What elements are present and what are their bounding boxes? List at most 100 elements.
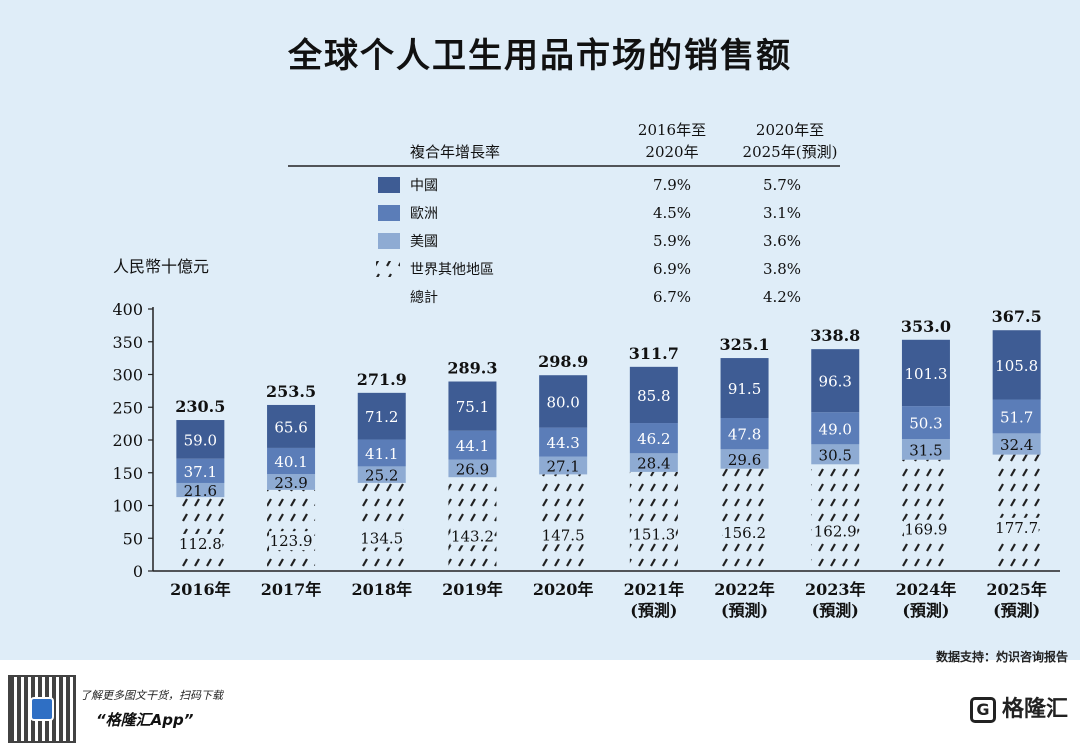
bar-segment-europe bbox=[992, 399, 1041, 434]
value-label-bg bbox=[541, 525, 586, 545]
bar-segment-china bbox=[267, 404, 316, 448]
bar-segment-china bbox=[448, 381, 497, 431]
bar-segment-china bbox=[539, 375, 588, 428]
bar-total-label: 271.9 bbox=[357, 370, 407, 389]
value-label-rest: 147.5 bbox=[542, 526, 585, 544]
cagr-col1-header: 2016年至 bbox=[638, 121, 706, 139]
value-label-usa: 29.6 bbox=[728, 451, 761, 469]
value-label-europe: 44.1 bbox=[456, 437, 489, 455]
x-tick-label: 2021年 bbox=[624, 580, 685, 599]
x-tick-label: (預測) bbox=[812, 601, 859, 620]
bar-segment-china bbox=[720, 358, 769, 418]
bar-segment-rest bbox=[448, 477, 497, 571]
value-label-china: 101.3 bbox=[904, 365, 947, 383]
cagr-value-2016-2020: 6.7% bbox=[653, 288, 691, 306]
bar-segment-europe bbox=[720, 417, 769, 450]
bar-total-label: 353.0 bbox=[901, 317, 951, 336]
x-tick-label: 2023年 bbox=[805, 580, 866, 599]
value-label-usa: 26.9 bbox=[456, 460, 489, 478]
bar-total-label: 230.5 bbox=[175, 397, 225, 416]
data-source-note: 数据支持：灼识咨询报告 bbox=[935, 650, 1068, 664]
value-label-bg bbox=[994, 517, 1039, 537]
value-label-rest: 143.2 bbox=[451, 527, 494, 545]
bar-total-label: 325.1 bbox=[719, 335, 769, 354]
bar-segment-rest bbox=[357, 482, 406, 571]
cagr-col1-header: 2020年 bbox=[645, 143, 698, 161]
cagr-value-2016-2020: 5.9% bbox=[653, 232, 691, 250]
y-tick-label: 400 bbox=[112, 300, 143, 319]
bar-segment-rest bbox=[629, 471, 678, 571]
value-label-usa: 28.4 bbox=[637, 455, 670, 473]
cagr-value-2020-2025: 3.1% bbox=[763, 204, 801, 222]
bar-segment-usa bbox=[629, 453, 678, 472]
cagr-value-2016-2020: 4.5% bbox=[653, 204, 691, 222]
qr-logo-icon bbox=[30, 697, 54, 721]
y-tick-label: 200 bbox=[112, 431, 143, 450]
bar-total-label: 311.7 bbox=[629, 344, 679, 363]
x-tick-label: (預測) bbox=[902, 601, 949, 620]
cagr-value-2020-2025: 3.8% bbox=[763, 260, 801, 278]
bar-segment-usa bbox=[901, 439, 950, 460]
value-label-europe: 51.7 bbox=[1000, 408, 1033, 426]
bar-segment-usa bbox=[448, 459, 497, 478]
cagr-value-2016-2020: 6.9% bbox=[653, 260, 691, 278]
bar-segment-china bbox=[901, 339, 950, 407]
x-tick-label: 2022年 bbox=[714, 580, 775, 599]
value-label-rest: 134.5 bbox=[360, 530, 403, 548]
value-label-china: 65.6 bbox=[274, 418, 307, 436]
legend-label: 世界其他地區 bbox=[410, 262, 494, 278]
bar-segment-usa bbox=[357, 466, 406, 483]
x-tick-label: 2025年 bbox=[986, 580, 1047, 599]
bar-segment-rest bbox=[992, 454, 1041, 571]
brand-logo: G 格隆汇 bbox=[969, 691, 1068, 723]
bar-segment-rest bbox=[720, 468, 769, 571]
brand-logo-icon: G bbox=[969, 697, 996, 723]
legend-label: 總計 bbox=[410, 289, 438, 306]
bar-segment-china bbox=[629, 366, 678, 424]
x-tick-label: (預測) bbox=[721, 601, 768, 620]
bar-total-label: 367.5 bbox=[992, 307, 1042, 326]
value-label-china: 91.5 bbox=[728, 380, 761, 398]
value-label-china: 80.0 bbox=[546, 393, 579, 411]
bar-total-label: 253.5 bbox=[266, 382, 316, 401]
value-label-usa: 32.4 bbox=[1000, 436, 1033, 454]
bar-segment-europe bbox=[539, 427, 588, 457]
value-label-europe: 40.1 bbox=[274, 453, 307, 471]
legend-swatch-usa bbox=[378, 233, 400, 249]
bar-segment-europe bbox=[267, 447, 316, 475]
value-label-china: 85.8 bbox=[637, 387, 670, 405]
y-tick-label: 250 bbox=[112, 398, 143, 417]
y-tick-label: 350 bbox=[112, 333, 143, 352]
value-label-rest: 123.9 bbox=[270, 532, 313, 550]
bar-segment-usa bbox=[176, 482, 225, 498]
cagr-col2-header: 2020年至 bbox=[756, 121, 824, 139]
bar-segment-rest bbox=[811, 464, 860, 571]
y-tick-label: 0 bbox=[133, 562, 143, 581]
x-tick-label: 2019年 bbox=[442, 580, 503, 599]
value-label-bg bbox=[450, 526, 495, 546]
x-tick-label: 2018年 bbox=[351, 580, 412, 599]
value-label-europe: 47.8 bbox=[728, 426, 761, 444]
footer-app-name: “格隆汇App” bbox=[96, 711, 194, 729]
y-tick-label: 300 bbox=[112, 366, 143, 385]
bar-segment-europe bbox=[811, 412, 860, 445]
value-label-rest: 162.9 bbox=[814, 522, 857, 540]
bar-segment-china bbox=[992, 330, 1041, 400]
cagr-value-2020-2025: 4.2% bbox=[763, 288, 801, 306]
value-label-bg bbox=[359, 528, 404, 548]
bar-segment-europe bbox=[901, 406, 950, 440]
bar-segment-china bbox=[811, 349, 860, 413]
bar-segment-china bbox=[176, 420, 225, 459]
bar-segment-rest bbox=[267, 489, 316, 571]
value-label-bg bbox=[722, 523, 767, 543]
value-label-bg bbox=[813, 521, 858, 541]
bar-segment-rest bbox=[901, 459, 950, 571]
bar-segment-europe bbox=[357, 439, 406, 467]
value-label-rest: 112.8 bbox=[179, 535, 222, 553]
bar-total-label: 298.9 bbox=[538, 352, 588, 371]
bar-segment-usa bbox=[720, 449, 769, 469]
x-tick-label: (預測) bbox=[993, 601, 1040, 620]
value-label-europe: 41.1 bbox=[365, 445, 398, 463]
legend-swatch-europe bbox=[378, 205, 400, 221]
legend-label: 中國 bbox=[410, 178, 438, 194]
